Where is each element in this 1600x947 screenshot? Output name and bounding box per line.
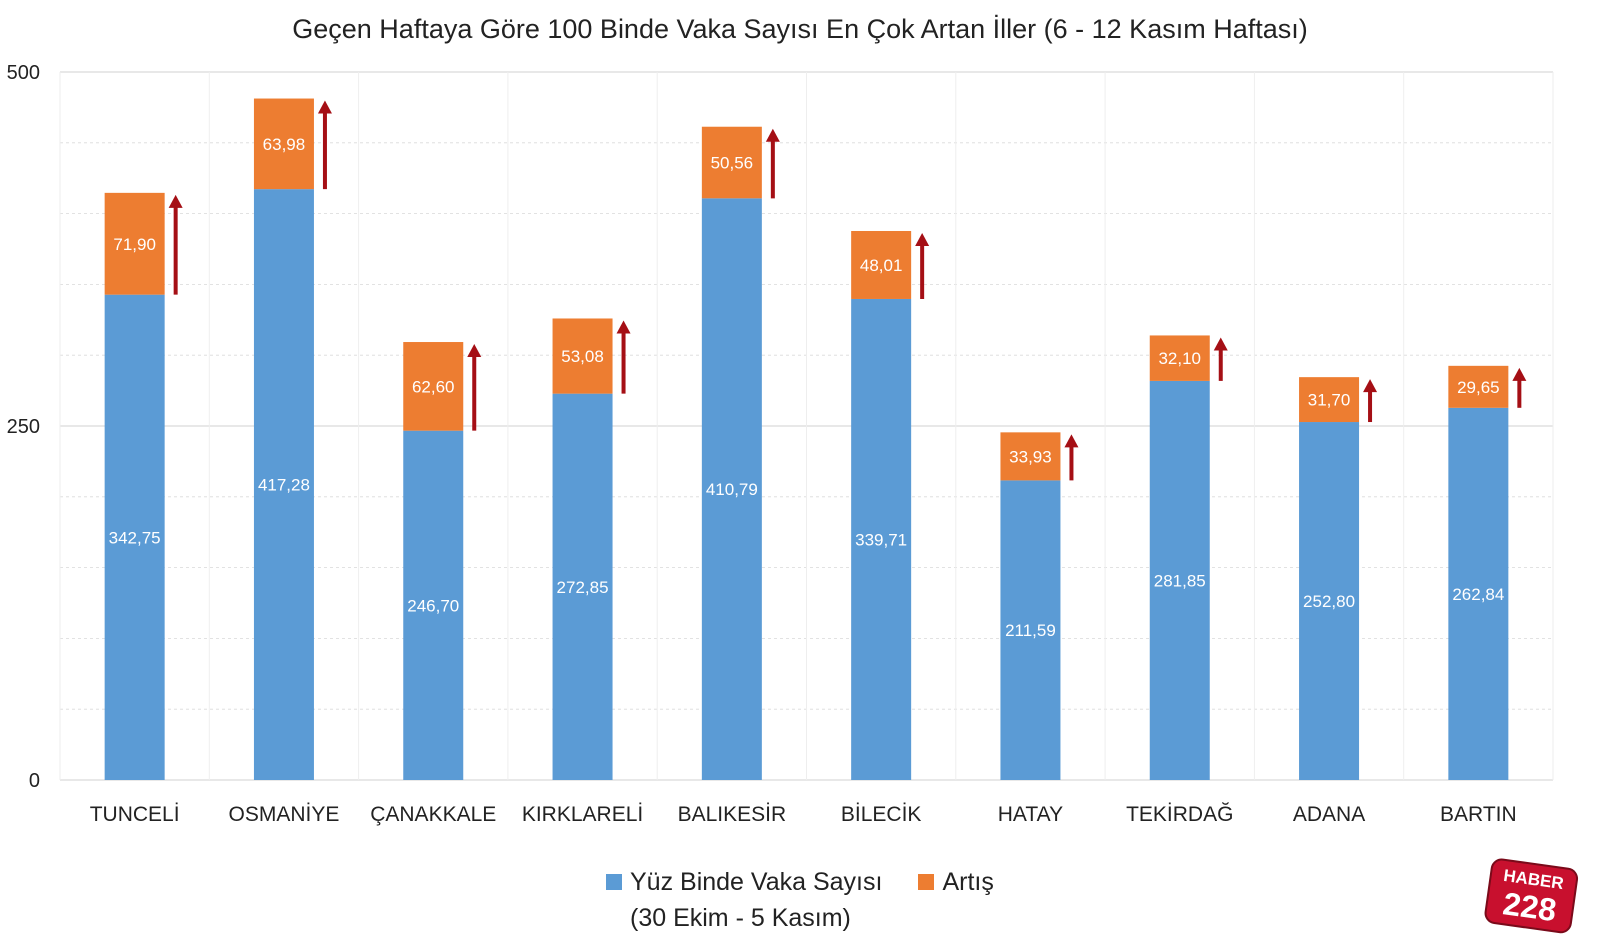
bar-increase <box>552 318 613 394</box>
logo-text-line2: 228 <box>1501 885 1559 928</box>
data-label-base: 246,70 <box>407 596 459 615</box>
data-label-base: 272,85 <box>557 578 609 597</box>
bar-increase <box>104 192 165 295</box>
data-label-increase: 71,90 <box>113 235 156 254</box>
bar-increase <box>851 230 912 299</box>
haber228-logo: HABER 228 <box>1484 858 1579 934</box>
x-tick-label: BARTIN <box>1440 803 1517 826</box>
legend-item-increase: Artış <box>918 864 994 900</box>
increase-arrow-icon <box>1213 337 1228 381</box>
x-tick-label: TUNCELİ <box>90 803 180 826</box>
increase-arrow-icon <box>765 128 780 199</box>
legend-label-increase: Artış <box>942 868 994 896</box>
bar-base <box>1000 480 1061 780</box>
data-label-increase: 63,98 <box>263 135 306 154</box>
data-label-increase: 62,60 <box>412 377 455 396</box>
x-tick-label: TEKİRDAĞ <box>1126 803 1233 826</box>
x-tick-label: OSMANİYE <box>229 803 340 826</box>
bar-increase <box>1299 377 1360 423</box>
bar-base <box>1299 422 1360 780</box>
bar-base <box>104 294 165 780</box>
x-tick-label: BİLECİK <box>841 803 922 826</box>
data-label-base: 262,84 <box>1452 585 1504 604</box>
bar-base <box>1149 380 1210 780</box>
x-tick-label: ÇANAKKALE <box>370 803 496 826</box>
increase-arrow-icon <box>616 320 631 394</box>
data-label-increase: 53,08 <box>561 347 604 366</box>
data-label-base: 281,85 <box>1154 571 1206 590</box>
legend-swatch-base <box>606 874 622 890</box>
bar-base <box>403 430 464 780</box>
bar-base <box>1448 407 1509 780</box>
legend-label-base: Yüz Binde Vaka Sayısı <box>630 868 883 896</box>
increase-arrow-icon <box>467 344 482 431</box>
bar-base <box>701 198 762 781</box>
y-axis-ticks: 0 250 500 <box>7 62 40 792</box>
bar-increase <box>1000 432 1061 481</box>
legend-item-base: Yüz Binde Vaka Sayısı <box>606 864 882 900</box>
y-tick-label: 0 <box>29 770 40 792</box>
data-label-increase: 33,93 <box>1009 447 1052 466</box>
data-label-base: 339,71 <box>855 530 907 549</box>
x-tick-label: KIRKLARELİ <box>522 803 643 826</box>
y-tick-label: 250 <box>7 416 40 438</box>
x-axis-labels: TUNCELİ OSMANİYE ÇANAKKALE KIRKLARELİ BALIKE… <box>90 803 1517 826</box>
chart-title: Geçen Haftaya Göre 100 Binde Vaka Sayısı… <box>292 13 1307 44</box>
increase-arrow-icon <box>915 232 930 299</box>
increase-arrow-icon <box>1363 379 1378 423</box>
legend: Yüz Binde Vaka Sayısı Artış (30 Ekim - 5… <box>606 864 1030 936</box>
bar-increase <box>253 98 314 190</box>
data-label-base: 417,28 <box>258 476 310 495</box>
legend-swatch-increase <box>918 874 935 890</box>
data-label-base: 252,80 <box>1303 592 1355 611</box>
data-label-base: 211,59 <box>1005 621 1056 640</box>
bars: 342,75 71,90 417,28 63,98 246,70 62,60 272,85 5… <box>104 98 1527 781</box>
data-label-increase: 50,56 <box>711 154 754 173</box>
data-label-increase: 29,65 <box>1457 378 1500 397</box>
bar-increase <box>1149 335 1210 381</box>
data-label-base: 342,75 <box>109 528 161 547</box>
data-label-increase: 48,01 <box>860 256 903 275</box>
x-tick-label: BALIKESİR <box>678 803 787 826</box>
y-tick-label: 500 <box>7 62 40 84</box>
increase-arrow-icon <box>1064 434 1079 481</box>
data-label-base: 410,79 <box>706 480 758 499</box>
increase-arrow-icon <box>1512 367 1527 408</box>
bar-base <box>851 298 912 780</box>
data-label-increase: 31,70 <box>1308 391 1351 410</box>
bar-increase <box>701 126 762 199</box>
x-tick-label: HATAY <box>998 803 1063 826</box>
bar-increase <box>403 342 464 431</box>
x-tick-label: ADANA <box>1293 803 1365 826</box>
bar-increase <box>1448 365 1509 408</box>
bar-base <box>253 189 314 780</box>
legend-sublabel-base: (30 Ekim - 5 Kasım) <box>630 904 851 932</box>
data-label-increase: 32,10 <box>1158 349 1201 368</box>
increase-arrow-icon <box>317 100 332 190</box>
bar-base <box>552 393 613 780</box>
increase-arrow-icon <box>168 194 183 295</box>
